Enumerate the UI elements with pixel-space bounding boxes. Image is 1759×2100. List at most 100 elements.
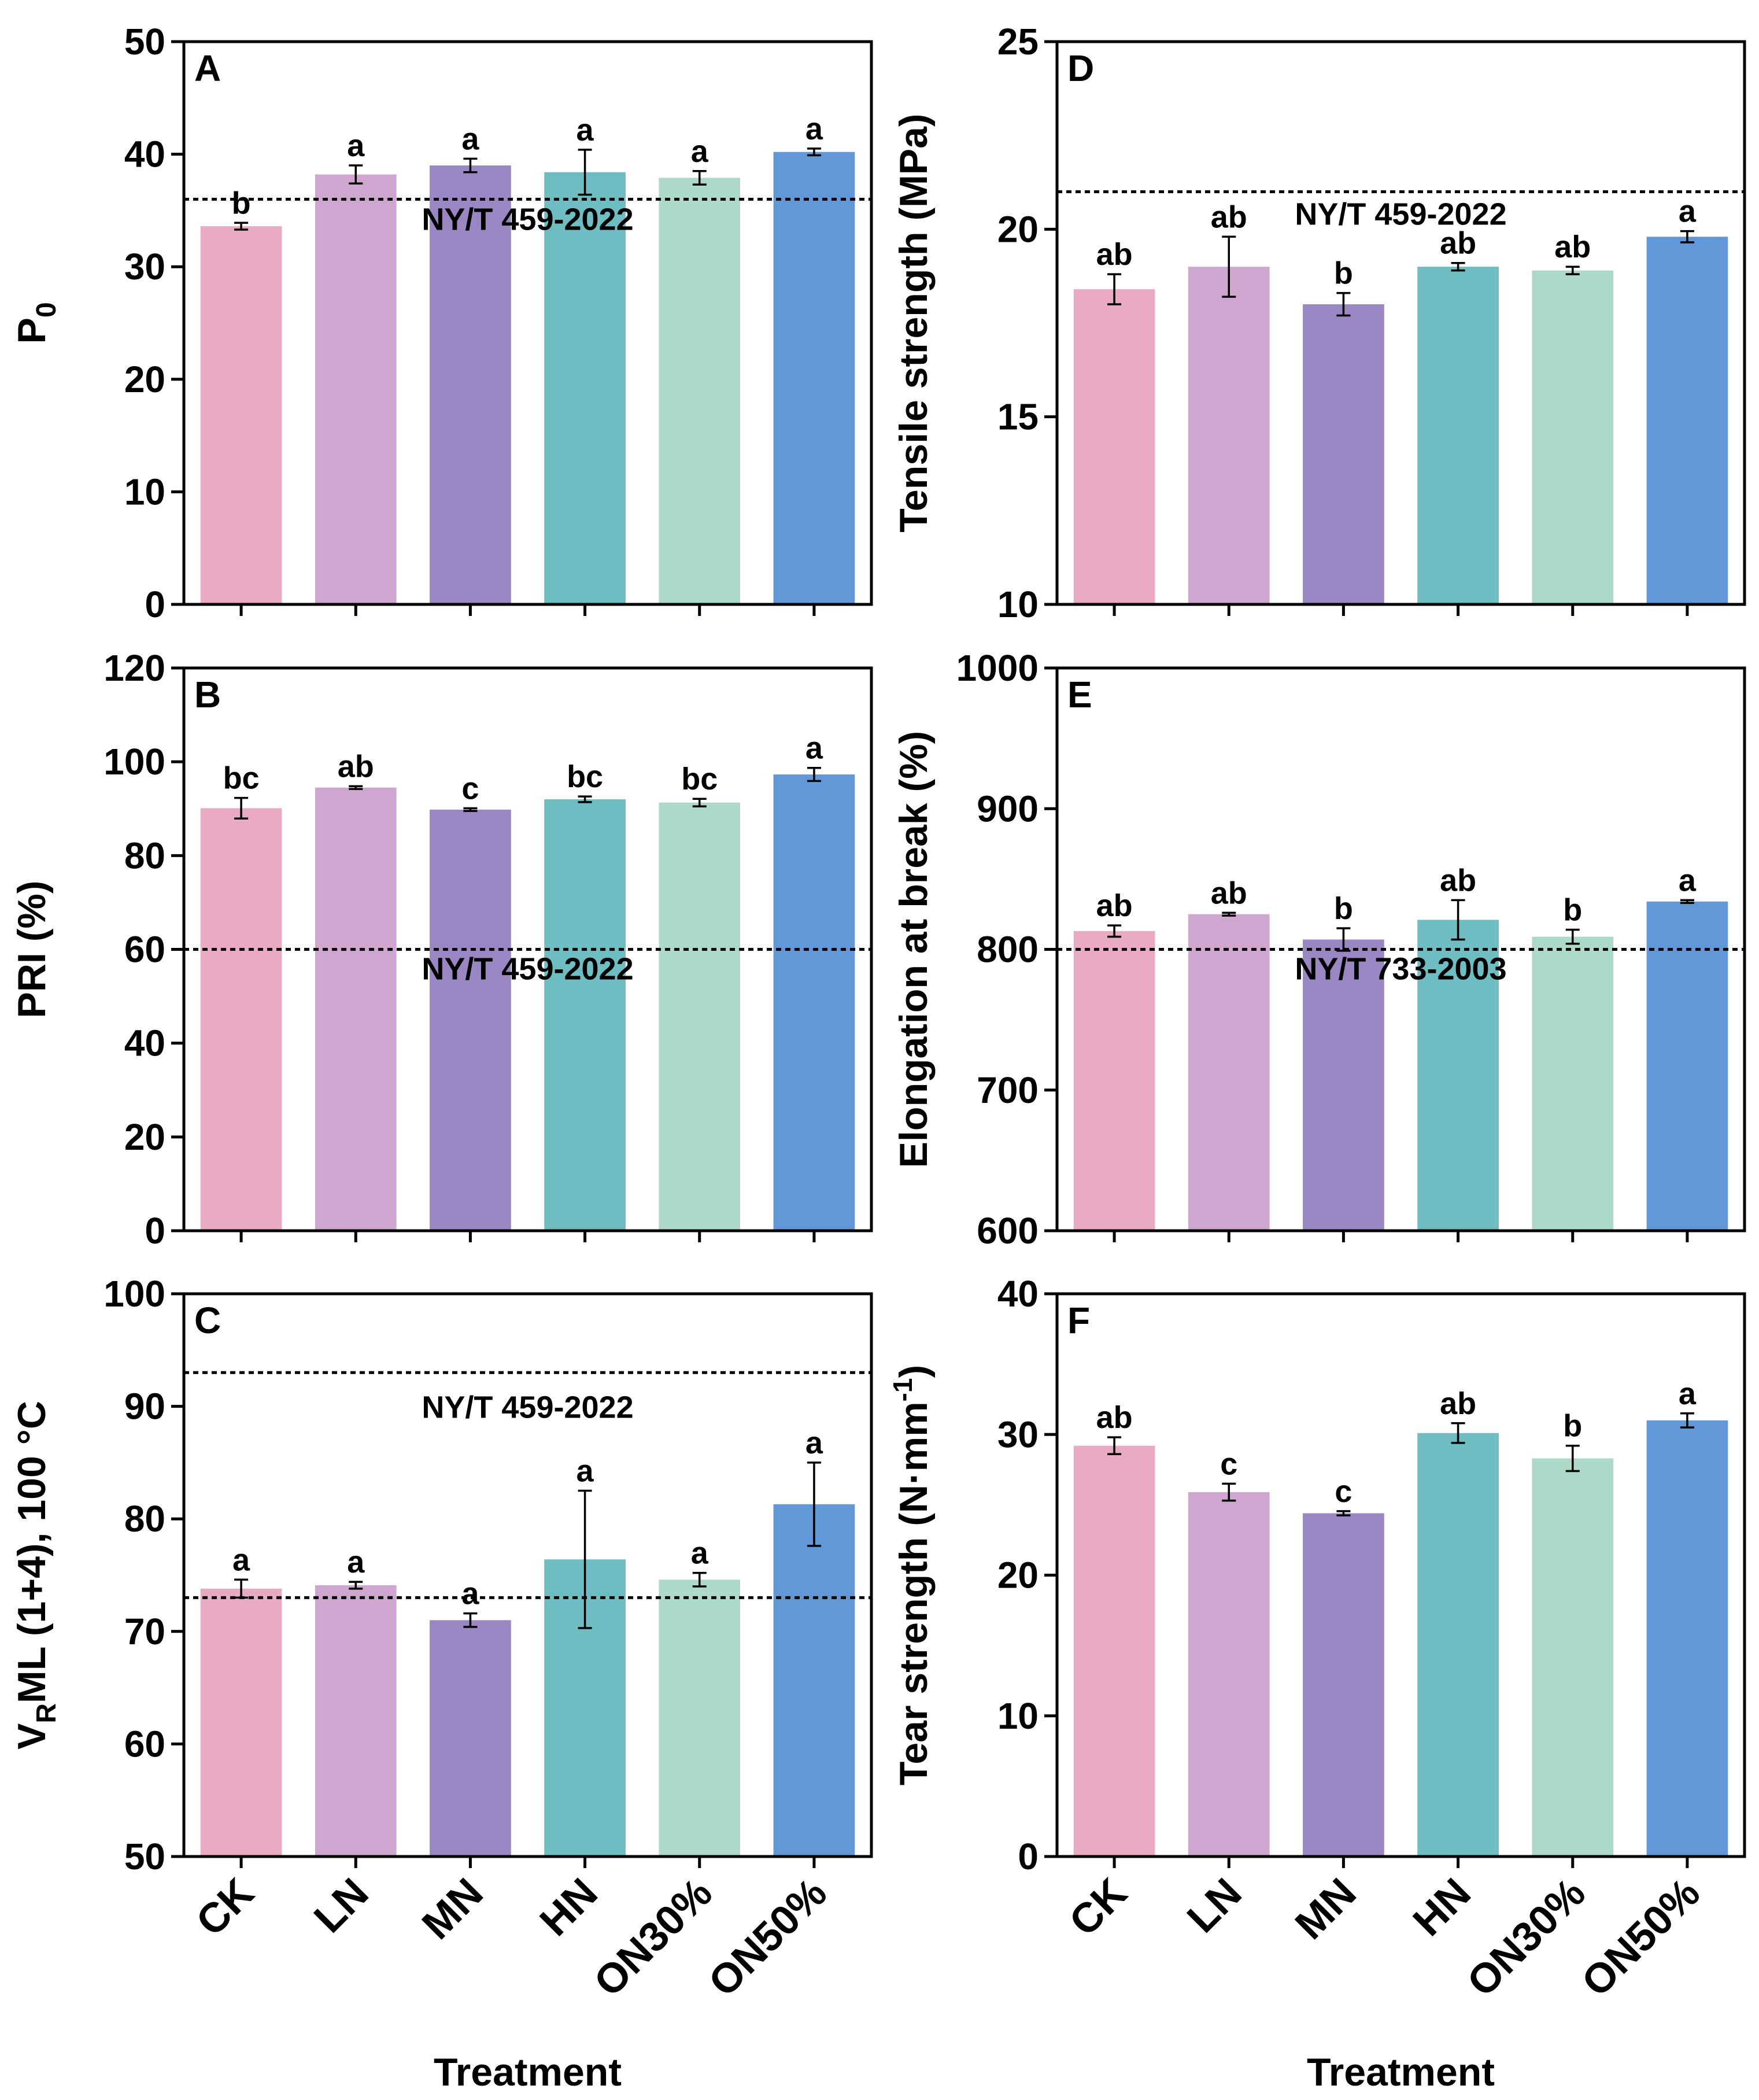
sig-label-a-4: a xyxy=(691,134,709,169)
error-bar-f-3 xyxy=(1451,1422,1465,1444)
error-bar-e-1 xyxy=(1222,911,1236,917)
y-tick-label-a-5: 50 xyxy=(124,21,165,62)
x-tick-label-f-1: LN xyxy=(1178,1870,1250,1942)
error-bar-c-2 xyxy=(463,1612,478,1628)
bar-f-5 xyxy=(1646,1420,1728,1857)
panel-letter-f: F xyxy=(1067,1300,1090,1341)
sig-label-a-1: a xyxy=(347,128,365,163)
sig-label-b-4: bc xyxy=(681,762,718,796)
bar-f-3 xyxy=(1417,1433,1499,1857)
error-bar-c-5 xyxy=(807,1461,821,1547)
y-axis-title-f: Tear strength (N·mm-1) xyxy=(888,1365,936,1785)
bar-c-4 xyxy=(659,1579,741,1857)
y-axis-title-b: PRI (%) xyxy=(10,881,54,1018)
error-bar-d-3 xyxy=(1451,261,1465,272)
y-axis-title-main-c: V xyxy=(10,1723,54,1750)
reference-label-d: NY/T 459-2022 xyxy=(1295,197,1506,231)
error-bar-c-1 xyxy=(349,1581,363,1590)
sig-label-d-5: a xyxy=(1679,194,1697,229)
bar-f-1 xyxy=(1188,1492,1270,1857)
y-tick-label-d-0: 10 xyxy=(997,584,1039,625)
error-bar-f-5 xyxy=(1680,1412,1694,1429)
bar-d-4 xyxy=(1532,270,1614,605)
bar-a-5 xyxy=(773,152,855,604)
sig-label-b-2: c xyxy=(461,771,479,806)
sig-label-e-5: a xyxy=(1679,863,1697,898)
bar-c-1 xyxy=(315,1585,397,1857)
y-axis-title-sup-f: -1 xyxy=(888,1378,918,1402)
sig-label-e-4: b xyxy=(1563,892,1582,927)
y-axis-title-sub-c: R xyxy=(31,1703,62,1723)
reference-label-e: NY/T 733-2003 xyxy=(1295,952,1506,987)
x-tick-label-c-3: HN xyxy=(531,1870,607,1945)
panel-d: ab ab b ab ab a NY/T 459-2022 10 15 20 25 D Tensile … xyxy=(892,21,1746,625)
bar-b-5 xyxy=(773,774,855,1231)
panel-b: bc ab c bc bc a NY/T 459-2022 0 20 40 60 80 100 120 B P… xyxy=(10,647,873,1252)
y-axis-title-sub-a: 0 xyxy=(31,302,62,318)
sig-label-e-0: ab xyxy=(1096,888,1133,923)
y-tick-label-b-1: 20 xyxy=(124,1116,165,1158)
error-bar-e-3 xyxy=(1451,899,1465,941)
x-axis-title-c: Treatment xyxy=(434,2050,622,2094)
y-tick-label-e-2: 800 xyxy=(977,929,1039,970)
sig-label-f-0: ab xyxy=(1096,1400,1133,1435)
y-axis-title-e: Elongation at break (%) xyxy=(892,731,936,1168)
plot-frame-d xyxy=(1055,40,1746,606)
error-bar-d-2 xyxy=(1336,291,1351,317)
sig-label-b-3: bc xyxy=(567,759,603,794)
reference-label-c: NY/T 459-2022 xyxy=(422,1390,633,1425)
error-bar-b-0 xyxy=(234,796,249,820)
error-bar-f-0 xyxy=(1107,1436,1122,1456)
y-axis-title-main-d: Tensile strength (MPa) xyxy=(892,113,936,532)
x-tick-label-c-0: CK xyxy=(187,1870,263,1945)
bar-e-4 xyxy=(1532,936,1614,1231)
sig-label-e-1: ab xyxy=(1211,876,1247,910)
error-bar-d-1 xyxy=(1222,235,1236,298)
error-bar-b-3 xyxy=(578,795,592,803)
bar-f-4 xyxy=(1532,1458,1614,1857)
x-tick-label-f-4: ON30% xyxy=(1458,1870,1594,2006)
bar-b-1 xyxy=(315,787,397,1231)
sig-label-f-5: a xyxy=(1679,1376,1697,1411)
error-bar-e-0 xyxy=(1107,924,1122,938)
y-axis-title-c: VRML (1+4), 100 °C xyxy=(10,1401,62,1750)
sig-label-f-4: b xyxy=(1563,1409,1582,1444)
sig-label-a-5: a xyxy=(805,112,823,146)
sig-label-a-2: a xyxy=(461,121,479,156)
bar-d-1 xyxy=(1188,267,1270,604)
panel-letter-c: C xyxy=(194,1300,221,1341)
y-tick-label-b-0: 0 xyxy=(145,1210,165,1252)
y-tick-label-b-6: 120 xyxy=(104,647,165,689)
error-bar-c-3 xyxy=(578,1489,592,1629)
plot-frame-c xyxy=(182,1292,873,1858)
y-tick-label-b-4: 80 xyxy=(124,835,165,876)
y-tick-label-a-1: 10 xyxy=(124,471,165,512)
error-bar-f-1 xyxy=(1222,1482,1236,1502)
y-axis-title-main-f: Tear strength (N·mm xyxy=(892,1401,936,1785)
x-axis-title-f: Treatment xyxy=(1307,2050,1495,2094)
y-tick-label-e-1: 700 xyxy=(977,1069,1039,1111)
bar-a-4 xyxy=(659,178,741,604)
error-bar-f-2 xyxy=(1336,1510,1351,1516)
bar-a-2 xyxy=(430,165,511,604)
sig-label-d-0: ab xyxy=(1096,237,1133,272)
y-tick-label-f-0: 0 xyxy=(1018,1836,1039,1877)
sig-label-b-0: bc xyxy=(223,761,260,796)
x-tick-label-c-2: MN xyxy=(413,1870,492,1948)
bar-e-5 xyxy=(1646,901,1728,1231)
bar-f-2 xyxy=(1303,1513,1384,1857)
bar-c-0 xyxy=(200,1588,282,1857)
bar-b-2 xyxy=(430,809,511,1231)
bar-c-5 xyxy=(773,1504,855,1857)
panel-letter-e: E xyxy=(1067,674,1092,715)
sig-label-e-3: ab xyxy=(1440,863,1476,898)
y-tick-label-d-2: 20 xyxy=(997,208,1039,250)
error-bar-a-3 xyxy=(578,149,592,196)
bar-d-3 xyxy=(1417,267,1499,604)
y-tick-label-e-3: 900 xyxy=(977,788,1039,829)
sig-label-c-5: a xyxy=(805,1426,823,1460)
bar-d-0 xyxy=(1073,289,1155,604)
sig-label-d-1: ab xyxy=(1211,200,1247,234)
